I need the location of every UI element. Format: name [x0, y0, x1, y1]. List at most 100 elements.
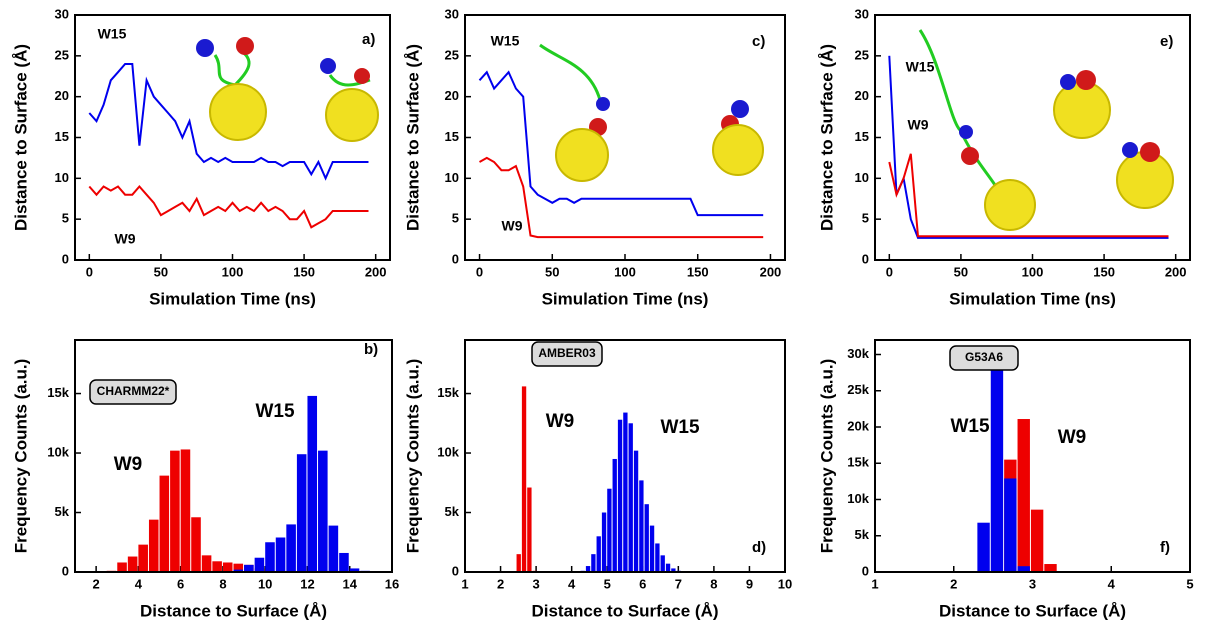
y-tick-label: 0: [62, 563, 69, 578]
hist-bar: [612, 458, 617, 572]
series-label: W9: [115, 231, 136, 247]
x-tick-label: 1: [871, 576, 878, 591]
y-tick-label: 10: [55, 170, 69, 185]
hist-bar: [328, 525, 339, 572]
series-line: [478, 70, 764, 217]
hist-bar: [222, 562, 233, 572]
x-axis-title: Distance to Surface (Å): [140, 601, 327, 620]
y-tick-label: 10: [855, 170, 869, 185]
panel: 0 5k 10k 15k 2 4 6 8 10 12 14 16 W9 W15 b) Distance to …: [11, 339, 399, 620]
annotation-box: [531, 341, 603, 367]
hist-bar: [148, 519, 159, 572]
hist-bar: [339, 552, 349, 572]
y-tick-label: 5k: [55, 504, 70, 519]
hist-bar: [233, 563, 244, 572]
series-label: W9: [502, 218, 523, 234]
y-tick-label: 10: [445, 170, 459, 185]
series-label: W15: [906, 59, 935, 75]
hist-bar: [649, 525, 655, 572]
hist-bar: [655, 543, 660, 572]
series-line: [88, 184, 369, 229]
hist-bar: [977, 522, 990, 572]
annotation-box: [949, 345, 1019, 371]
x-tick-label: 2: [497, 576, 504, 591]
hist-bar: [665, 563, 671, 572]
plot-frame: [464, 339, 786, 573]
hist-bar: [623, 412, 628, 572]
hist-bar: [516, 554, 521, 572]
hist-bar: [233, 569, 244, 572]
y-tick-label: 5k: [855, 527, 870, 542]
x-tick-label: 7: [675, 576, 682, 591]
x-tick-label: 4: [1108, 576, 1116, 591]
annotation: G53A6: [965, 350, 1003, 364]
panel: 0 5k 10k 15k 20k 25k 30k 1 2 3 4 5 W9 W15 f) Distance t…: [817, 339, 1194, 620]
x-tick-label: 2: [950, 576, 957, 591]
x-tick-label: 50: [154, 264, 168, 279]
hist-bar: [307, 395, 318, 572]
x-tick-label: 10: [258, 576, 272, 591]
hist-bar: [990, 366, 1004, 572]
y-tick-label: 5: [452, 211, 459, 226]
panel-label: e): [1160, 33, 1173, 50]
y-tick-label: 30: [55, 6, 69, 21]
annotation: CHARMM22*: [97, 384, 170, 398]
x-tick-label: 3: [532, 576, 539, 591]
hist-bar: [660, 555, 665, 572]
series-label: W15: [950, 416, 990, 437]
x-tick-label: 150: [687, 264, 709, 279]
x-axis-title: Simulation Time (ns): [949, 289, 1116, 308]
hist-bar: [1044, 564, 1057, 572]
x-tick-label: 6: [177, 576, 184, 591]
y-tick-label: 0: [62, 251, 69, 266]
panel: 0 5 10 15 20 25 30 0 50 100 150 200 W15 W9 a) Simulatio…: [11, 6, 391, 308]
series-line: [88, 63, 369, 181]
y-axis-title: Distance to Surface (Å): [11, 44, 30, 231]
hist-bar: [254, 557, 265, 572]
inset-molecules: [196, 29, 1174, 231]
hist-bar: [138, 544, 148, 572]
hist-bar: [117, 562, 127, 572]
x-tick-label: 4: [568, 576, 576, 591]
hist-bar: [617, 419, 623, 572]
hist-bar: [527, 487, 532, 572]
series-label: W9: [908, 117, 929, 133]
hist-bar: [521, 386, 527, 572]
panel-label: f): [1160, 539, 1170, 556]
hist-bar: [639, 480, 644, 572]
hist-bar: [628, 423, 633, 572]
y-tick-label: 20k: [847, 418, 869, 433]
y-tick-label: 30: [855, 6, 869, 21]
hist-bar: [159, 475, 170, 572]
x-axis-title: Simulation Time (ns): [542, 289, 709, 308]
y-tick-label: 10k: [47, 444, 69, 459]
x-tick-label: 6: [639, 576, 646, 591]
plot-frame: [74, 339, 393, 573]
y-tick-label: 15: [445, 129, 459, 144]
y-tick-label: 30k: [847, 346, 869, 361]
x-tick-label: 8: [710, 576, 717, 591]
plot-frame: [464, 14, 786, 261]
x-tick-label: 1: [461, 576, 468, 591]
series-label: W9: [114, 454, 143, 475]
hist-bar: [585, 566, 591, 572]
x-tick-label: 150: [293, 264, 315, 279]
hist-bar: [201, 555, 212, 572]
series-line: [479, 156, 764, 239]
hist-bar: [633, 450, 639, 572]
hist-bar: [349, 568, 360, 572]
x-tick-label: 100: [1022, 264, 1044, 279]
x-tick-label: 50: [954, 264, 968, 279]
y-tick-label: 5: [62, 211, 69, 226]
y-tick-label: 15k: [847, 455, 869, 470]
panel-label: d): [752, 539, 766, 556]
y-tick-label: 0: [862, 251, 869, 266]
y-tick-label: 20: [55, 88, 69, 103]
hist-bar: [170, 450, 180, 572]
x-tick-label: 200: [1165, 264, 1187, 279]
y-axis-title: Frequency Counts (a.u.): [817, 359, 836, 554]
x-tick-label: 8: [219, 576, 226, 591]
plot-frame: [74, 14, 391, 261]
x-tick-label: 10: [778, 576, 792, 591]
